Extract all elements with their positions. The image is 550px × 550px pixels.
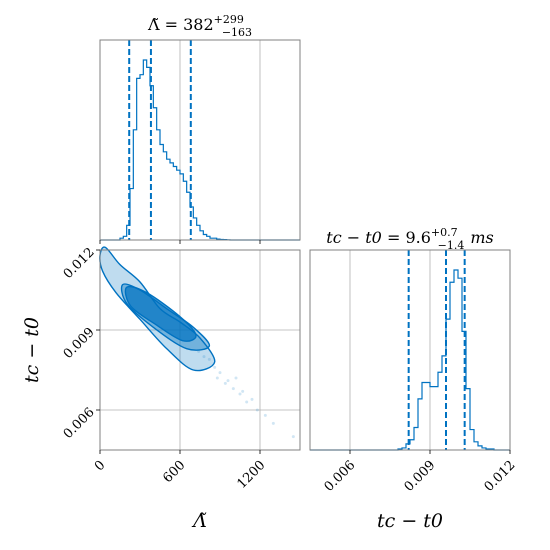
sample-point	[207, 357, 211, 361]
title-tc-lhs: tc − t0	[326, 228, 382, 247]
contours	[99, 246, 216, 372]
title-lambda: Λ̃ = 382+299 −163	[147, 13, 252, 39]
quantile-lines-tc	[407, 250, 466, 450]
sample-point	[202, 355, 206, 359]
title-tc-unit: ms	[470, 228, 493, 247]
histogram-tc	[310, 269, 510, 451]
quantile-lines-lambda	[128, 40, 192, 240]
sample-point	[215, 376, 219, 380]
sample-point	[245, 400, 249, 404]
sample-point	[226, 379, 230, 383]
sample-point	[241, 389, 245, 393]
scatter-samples	[197, 349, 295, 439]
sample-point	[197, 349, 201, 353]
y-tick-label: 0.006	[61, 405, 98, 442]
y-axis-label-tc: tc − t0	[21, 317, 43, 383]
histogram-panel-lambda: Λ̃ = 382+299 −163	[99, 13, 301, 244]
x-tick-label: 0	[92, 458, 108, 474]
histogram-panel-tc: 0.006 0.009 0.012 tc − t0 tc − t0 = 9.6+0.…	[309, 226, 519, 532]
sample-point	[250, 397, 254, 401]
title-tc-plus: +0.7	[431, 226, 458, 239]
y-tick-label: 0.012	[61, 245, 98, 282]
panel-frame-hist-lambda	[99, 39, 301, 241]
x-tick-labels-lambda: 0 600 1200	[92, 458, 268, 492]
joint-panel: 0 600 1200 0.006 0.009 0.012 Λ̃ tc − t0	[21, 245, 301, 532]
x-tick-label: 600	[160, 458, 188, 486]
panel-frame-hist-tc	[309, 249, 511, 451]
title-tc-minus: −1.4	[438, 239, 465, 252]
title-lambda-plus: +299	[214, 13, 244, 26]
grid-hist-lambda	[99, 40, 261, 240]
y-tick-label: 0.009	[61, 325, 98, 362]
ticks-hist-tc	[349, 450, 511, 454]
sample-point	[213, 365, 217, 369]
sample-point	[255, 408, 259, 412]
title-lambda-lhs: Λ̃	[147, 15, 160, 34]
sample-point	[223, 381, 227, 385]
x-tick-labels-tc: 0.006 0.009 0.012	[322, 458, 519, 495]
ticks-joint	[96, 249, 261, 454]
x-tick-label: 0.012	[482, 458, 519, 495]
sample-point	[271, 421, 275, 425]
title-lambda-minus: −163	[222, 26, 252, 39]
x-axis-label-tc: tc − t0	[377, 510, 443, 532]
panel-frame-joint	[99, 249, 301, 451]
contour-inner	[124, 285, 197, 342]
sample-point	[234, 376, 238, 380]
x-tick-label: 1200	[234, 458, 268, 492]
y-tick-labels-tc: 0.006 0.009 0.012	[61, 245, 98, 442]
sample-point	[291, 435, 295, 439]
sample-point	[263, 413, 267, 417]
grid-hist-tc	[349, 250, 511, 450]
sample-point	[218, 371, 222, 375]
title-tc-median: 9.6	[405, 228, 430, 247]
ticks-hist-lambda	[99, 240, 261, 244]
x-tick-label: 0.006	[322, 458, 359, 495]
title-lambda-median: 382	[183, 15, 214, 34]
title-tc: tc − t0 = 9.6+0.7 −1.4 ms	[326, 226, 493, 252]
sample-point	[231, 387, 235, 391]
x-tick-label: 0.009	[402, 458, 439, 495]
x-axis-label-lambda: Λ̃	[191, 510, 207, 532]
sample-point	[238, 392, 242, 396]
